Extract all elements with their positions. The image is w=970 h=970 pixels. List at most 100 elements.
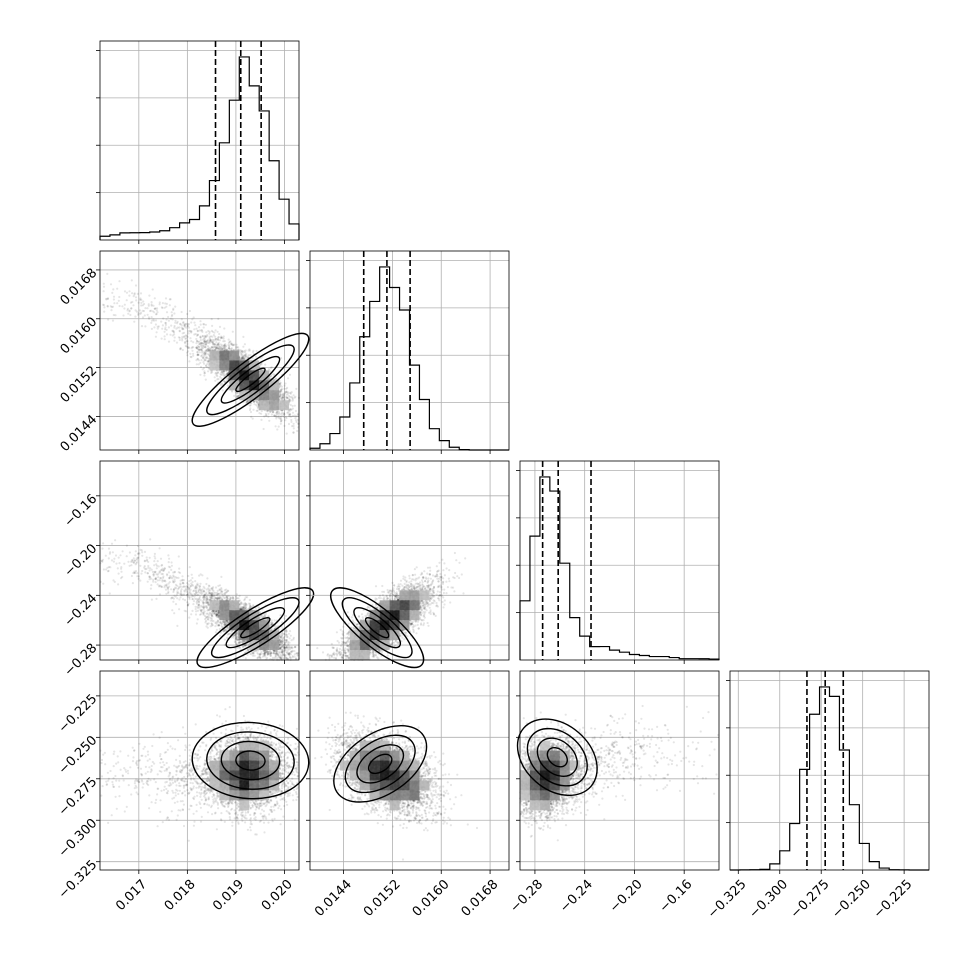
sample-point <box>175 341 179 344</box>
sample-point <box>128 309 131 312</box>
sample-point <box>129 313 132 317</box>
sample-point <box>195 363 198 366</box>
sample-point <box>176 326 179 329</box>
sample-point <box>141 309 144 312</box>
sample-point <box>173 339 176 342</box>
sample-point <box>134 315 137 318</box>
sample-point <box>105 568 108 571</box>
sample-point <box>289 403 292 407</box>
sample-point <box>278 383 281 386</box>
sample-point <box>208 342 211 345</box>
sample-point <box>214 337 218 340</box>
sample-point <box>267 412 270 415</box>
sample-point <box>283 387 286 390</box>
sample-point <box>140 325 144 328</box>
sample-point <box>138 309 141 312</box>
sample-point <box>228 340 231 344</box>
sample-point <box>291 399 294 402</box>
sample-point <box>107 318 110 321</box>
sample-point <box>193 328 196 331</box>
sample-point <box>202 367 205 370</box>
panel-frame <box>519 460 720 661</box>
sample-point <box>193 321 196 324</box>
sample-point <box>190 356 193 359</box>
sample-point <box>283 424 286 427</box>
sample-point <box>287 377 290 380</box>
sample-point <box>203 374 206 377</box>
sample-point <box>280 396 283 399</box>
sample-point <box>241 356 244 359</box>
sample-point <box>173 312 176 315</box>
sample-point <box>199 323 202 326</box>
sample-point <box>199 373 202 376</box>
sample-point <box>246 355 249 358</box>
sample-point <box>151 310 154 313</box>
sample-point <box>197 359 201 362</box>
sample-point <box>134 309 137 312</box>
sample-point <box>228 347 231 350</box>
scatter-panel-2-0 <box>96 460 315 669</box>
sample-point <box>158 303 161 306</box>
sample-point <box>242 335 245 338</box>
sample-point <box>237 348 240 351</box>
panel-frame <box>729 670 930 871</box>
sample-point <box>113 557 116 560</box>
sample-point <box>258 412 261 415</box>
sample-point <box>160 306 163 309</box>
sample-point <box>127 312 130 315</box>
sample-point <box>170 324 173 327</box>
sample-point <box>188 329 191 332</box>
sample-point <box>155 331 158 334</box>
sample-point <box>195 342 198 345</box>
sample-point <box>204 341 207 344</box>
sample-point <box>178 329 181 332</box>
sample-point <box>268 419 271 422</box>
sample-point <box>173 612 176 615</box>
sample-point <box>102 282 105 285</box>
sample-point <box>212 343 215 346</box>
sample-point <box>195 622 198 625</box>
sample-point <box>231 330 234 333</box>
sample-point <box>218 345 221 348</box>
density-cell <box>229 360 240 371</box>
sample-point <box>167 319 170 322</box>
sample-point <box>287 422 291 426</box>
sample-point <box>194 613 198 616</box>
sample-point <box>290 418 293 422</box>
sample-point <box>214 348 217 351</box>
sample-point <box>140 304 143 307</box>
sample-point <box>151 570 154 573</box>
panel-frame <box>309 250 510 451</box>
sample-point <box>195 337 198 341</box>
sample-point <box>284 614 287 618</box>
sample-point <box>242 351 245 354</box>
sample-point <box>154 323 157 326</box>
sample-point <box>161 306 164 310</box>
sample-point <box>111 291 114 294</box>
sample-point <box>111 319 115 322</box>
sample-point <box>106 304 109 308</box>
sample-point <box>220 347 224 350</box>
sample-point <box>239 358 242 361</box>
sample-point <box>218 339 221 342</box>
sample-point <box>186 312 189 316</box>
sample-point <box>199 320 202 323</box>
sample-point <box>209 347 212 350</box>
sample-point <box>249 407 252 410</box>
sample-point <box>209 339 212 342</box>
sample-point <box>103 306 106 309</box>
sample-point <box>179 322 182 325</box>
sample-point <box>117 299 120 302</box>
sample-point <box>133 292 136 295</box>
sample-point <box>154 557 157 560</box>
sample-point <box>213 376 216 379</box>
sample-point <box>201 335 204 338</box>
sample-point <box>273 619 276 622</box>
sample-point <box>255 349 258 353</box>
sample-point <box>216 330 219 333</box>
sample-point <box>167 315 170 319</box>
sample-point <box>204 323 207 326</box>
sample-point <box>167 326 170 329</box>
density-cell <box>219 360 230 371</box>
sample-point <box>187 332 190 335</box>
